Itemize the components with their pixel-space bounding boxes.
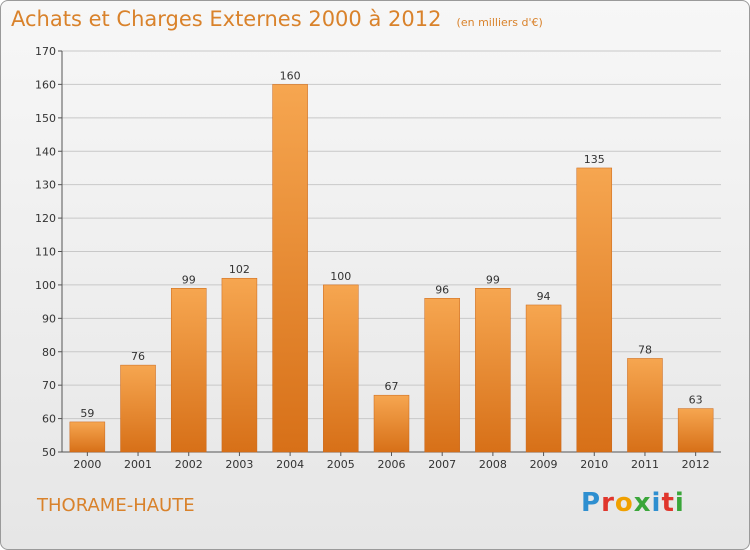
data-label: 96 xyxy=(435,283,449,296)
bar xyxy=(525,304,562,453)
data-label: 99 xyxy=(486,273,500,286)
x-tick-label: 2012 xyxy=(682,458,710,471)
data-label: 99 xyxy=(182,273,196,286)
x-tick-label: 2008 xyxy=(479,458,507,471)
y-tick-label: 170 xyxy=(35,45,56,58)
commune-name: THORAME-HAUTE xyxy=(37,495,195,516)
y-tick-label: 120 xyxy=(35,212,56,225)
data-label: 78 xyxy=(638,343,652,356)
chart-title: Achats et Charges Externes 2000 à 2012 xyxy=(11,7,442,31)
x-tick-label: 2003 xyxy=(225,458,253,471)
y-tick-label: 150 xyxy=(35,112,56,125)
y-tick-label: 80 xyxy=(42,346,56,359)
bar xyxy=(170,288,207,453)
y-tick-label: 90 xyxy=(42,312,56,325)
y-tick-label: 110 xyxy=(35,246,56,259)
bar xyxy=(272,84,308,453)
y-tick-label: 140 xyxy=(35,145,56,158)
bar xyxy=(221,277,258,453)
y-tick-label: 50 xyxy=(42,446,56,459)
bar xyxy=(120,364,156,453)
x-tick-label: 2004 xyxy=(276,458,304,471)
x-tick-label: 2001 xyxy=(124,458,152,471)
bar xyxy=(373,394,410,453)
x-tick-label: 2010 xyxy=(580,458,608,471)
data-label: 67 xyxy=(385,380,399,393)
y-tick-label: 100 xyxy=(35,279,56,292)
bar xyxy=(576,167,613,453)
x-tick-label: 2009 xyxy=(530,458,558,471)
label-layer: 59 76 99 102 160 100 67 96 99 94 135 78 63 xyxy=(80,69,702,420)
x-tick-label: 2007 xyxy=(428,458,456,471)
bar-layer xyxy=(69,84,714,453)
proxiti-logo: Proxiti xyxy=(581,488,685,518)
y-tick-label: 160 xyxy=(35,78,56,91)
data-label: 76 xyxy=(131,350,145,363)
x-tick-label: 2006 xyxy=(378,458,406,471)
y-tick-label: 70 xyxy=(42,379,56,392)
data-label: 63 xyxy=(689,394,703,407)
title-row: Achats et Charges Externes 2000 à 2012 (… xyxy=(11,7,543,31)
x-tick-label: 2000 xyxy=(73,458,101,471)
bar xyxy=(424,298,460,453)
data-label: 160 xyxy=(280,69,301,82)
axis-layer: 50 60 70 80 90 100 110 120 130 140 150 160 170 2000 20… xyxy=(35,45,721,471)
bar xyxy=(677,408,714,453)
x-tick-label: 2011 xyxy=(631,458,659,471)
x-tick-label: 2005 xyxy=(327,458,355,471)
data-label: 94 xyxy=(537,290,551,303)
data-label: 59 xyxy=(80,407,94,420)
y-tick-label: 60 xyxy=(42,413,56,426)
data-label: 102 xyxy=(229,263,250,276)
x-tick-label: 2002 xyxy=(175,458,203,471)
data-label: 135 xyxy=(584,153,605,166)
bar xyxy=(627,358,663,453)
chart-subtitle: (en milliers d'€) xyxy=(456,16,543,29)
bar xyxy=(475,288,511,453)
data-label: 100 xyxy=(330,270,351,283)
y-tick-label: 130 xyxy=(35,179,56,192)
bar xyxy=(69,421,106,453)
bar xyxy=(323,284,359,453)
